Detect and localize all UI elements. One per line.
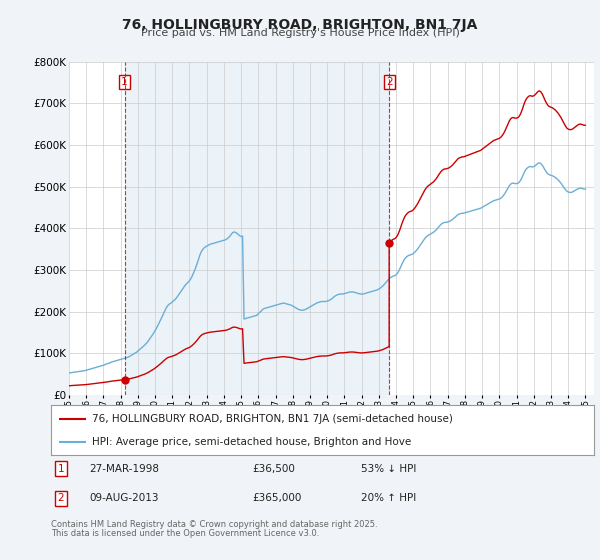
Text: 53% ↓ HPI: 53% ↓ HPI (361, 464, 416, 474)
Text: 27-MAR-1998: 27-MAR-1998 (89, 464, 159, 474)
Text: 1: 1 (58, 464, 64, 474)
Text: 2: 2 (386, 77, 392, 87)
Text: £36,500: £36,500 (252, 464, 295, 474)
Text: 20% ↑ HPI: 20% ↑ HPI (361, 493, 416, 503)
Text: 09-AUG-2013: 09-AUG-2013 (89, 493, 158, 503)
Text: Contains HM Land Registry data © Crown copyright and database right 2025.: Contains HM Land Registry data © Crown c… (51, 520, 377, 529)
Text: Price paid vs. HM Land Registry's House Price Index (HPI): Price paid vs. HM Land Registry's House … (140, 28, 460, 38)
Text: £365,000: £365,000 (252, 493, 301, 503)
Bar (125, 62, 389, 395)
Text: 2: 2 (58, 493, 64, 503)
Text: 76, HOLLINGBURY ROAD, BRIGHTON, BN1 7JA: 76, HOLLINGBURY ROAD, BRIGHTON, BN1 7JA (122, 18, 478, 32)
Text: 76, HOLLINGBURY ROAD, BRIGHTON, BN1 7JA (semi-detached house): 76, HOLLINGBURY ROAD, BRIGHTON, BN1 7JA … (92, 414, 452, 424)
Text: HPI: Average price, semi-detached house, Brighton and Hove: HPI: Average price, semi-detached house,… (92, 437, 411, 447)
Text: 1: 1 (121, 77, 128, 87)
Text: This data is licensed under the Open Government Licence v3.0.: This data is licensed under the Open Gov… (51, 529, 319, 538)
